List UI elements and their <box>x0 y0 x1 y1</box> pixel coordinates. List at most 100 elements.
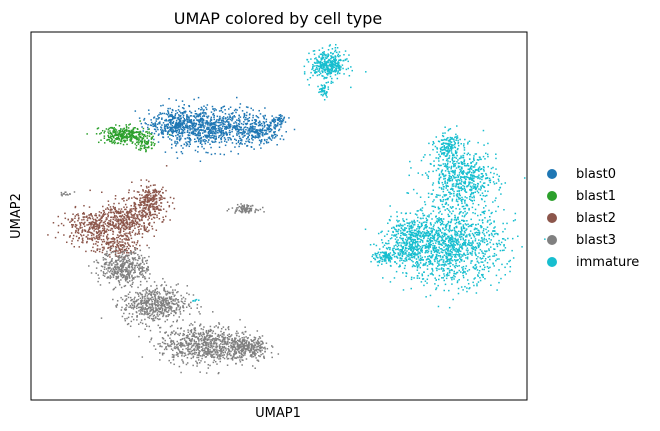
point <box>74 225 77 228</box>
point <box>112 233 114 235</box>
point <box>149 206 152 208</box>
point <box>211 140 213 143</box>
point <box>220 119 223 122</box>
point <box>152 312 154 314</box>
point <box>257 341 260 344</box>
point <box>163 287 166 290</box>
point <box>262 341 264 344</box>
point <box>193 352 195 355</box>
point <box>194 329 197 332</box>
point <box>114 241 116 243</box>
point <box>113 129 116 132</box>
point <box>167 291 170 294</box>
point <box>103 135 106 137</box>
point <box>323 70 326 72</box>
point <box>139 202 142 204</box>
point <box>137 264 140 267</box>
point <box>208 336 210 339</box>
point <box>70 242 73 245</box>
point <box>140 147 143 150</box>
point <box>203 131 206 133</box>
point <box>221 346 224 348</box>
point <box>120 274 122 276</box>
point <box>210 356 213 358</box>
point <box>97 280 99 283</box>
point <box>223 132 225 134</box>
point <box>282 138 285 141</box>
point <box>128 212 130 214</box>
point <box>250 348 252 350</box>
point <box>165 315 167 318</box>
point <box>246 345 248 347</box>
point <box>191 125 193 127</box>
point <box>126 261 128 263</box>
point <box>104 266 106 268</box>
point <box>144 199 146 202</box>
point <box>273 121 275 124</box>
point <box>107 246 110 249</box>
point <box>133 251 135 253</box>
point <box>101 215 104 217</box>
point <box>203 127 205 129</box>
point <box>147 194 150 197</box>
point <box>219 360 221 363</box>
point <box>158 191 161 194</box>
point <box>161 117 163 119</box>
point <box>122 227 125 230</box>
point <box>206 338 209 340</box>
point <box>148 247 150 249</box>
point <box>255 208 257 211</box>
point <box>182 116 185 118</box>
point <box>351 69 353 72</box>
point <box>334 63 337 65</box>
point <box>177 305 179 307</box>
cluster-blast2-3 <box>90 230 141 259</box>
point <box>122 243 124 246</box>
point <box>87 238 89 240</box>
point <box>142 257 144 259</box>
point <box>182 360 184 363</box>
point <box>105 208 107 210</box>
point <box>251 344 254 346</box>
point <box>138 295 140 297</box>
point <box>190 307 192 310</box>
point <box>145 267 148 270</box>
point <box>201 349 203 351</box>
point <box>257 129 259 131</box>
point <box>124 263 126 265</box>
point <box>123 300 126 302</box>
point <box>95 243 97 245</box>
point <box>110 227 113 230</box>
point <box>144 122 146 124</box>
point <box>171 131 173 133</box>
point <box>199 120 201 122</box>
point <box>109 275 112 277</box>
point <box>83 204 85 207</box>
point <box>218 334 220 337</box>
point <box>189 127 192 129</box>
point <box>251 130 254 132</box>
point <box>155 316 157 318</box>
point <box>216 335 219 337</box>
point <box>139 263 141 266</box>
point <box>211 332 214 334</box>
point <box>82 213 84 215</box>
point <box>106 236 108 238</box>
point <box>214 337 217 339</box>
point <box>135 197 138 200</box>
point <box>228 353 230 356</box>
point <box>119 227 122 230</box>
point <box>179 332 181 335</box>
point <box>207 131 210 134</box>
point <box>140 179 142 181</box>
point <box>234 352 237 355</box>
point <box>269 130 272 133</box>
point <box>234 125 236 128</box>
point <box>190 331 193 334</box>
point <box>179 122 182 125</box>
point <box>214 332 217 335</box>
point <box>316 74 319 77</box>
point <box>123 129 126 132</box>
point <box>229 131 232 134</box>
point <box>212 132 214 135</box>
